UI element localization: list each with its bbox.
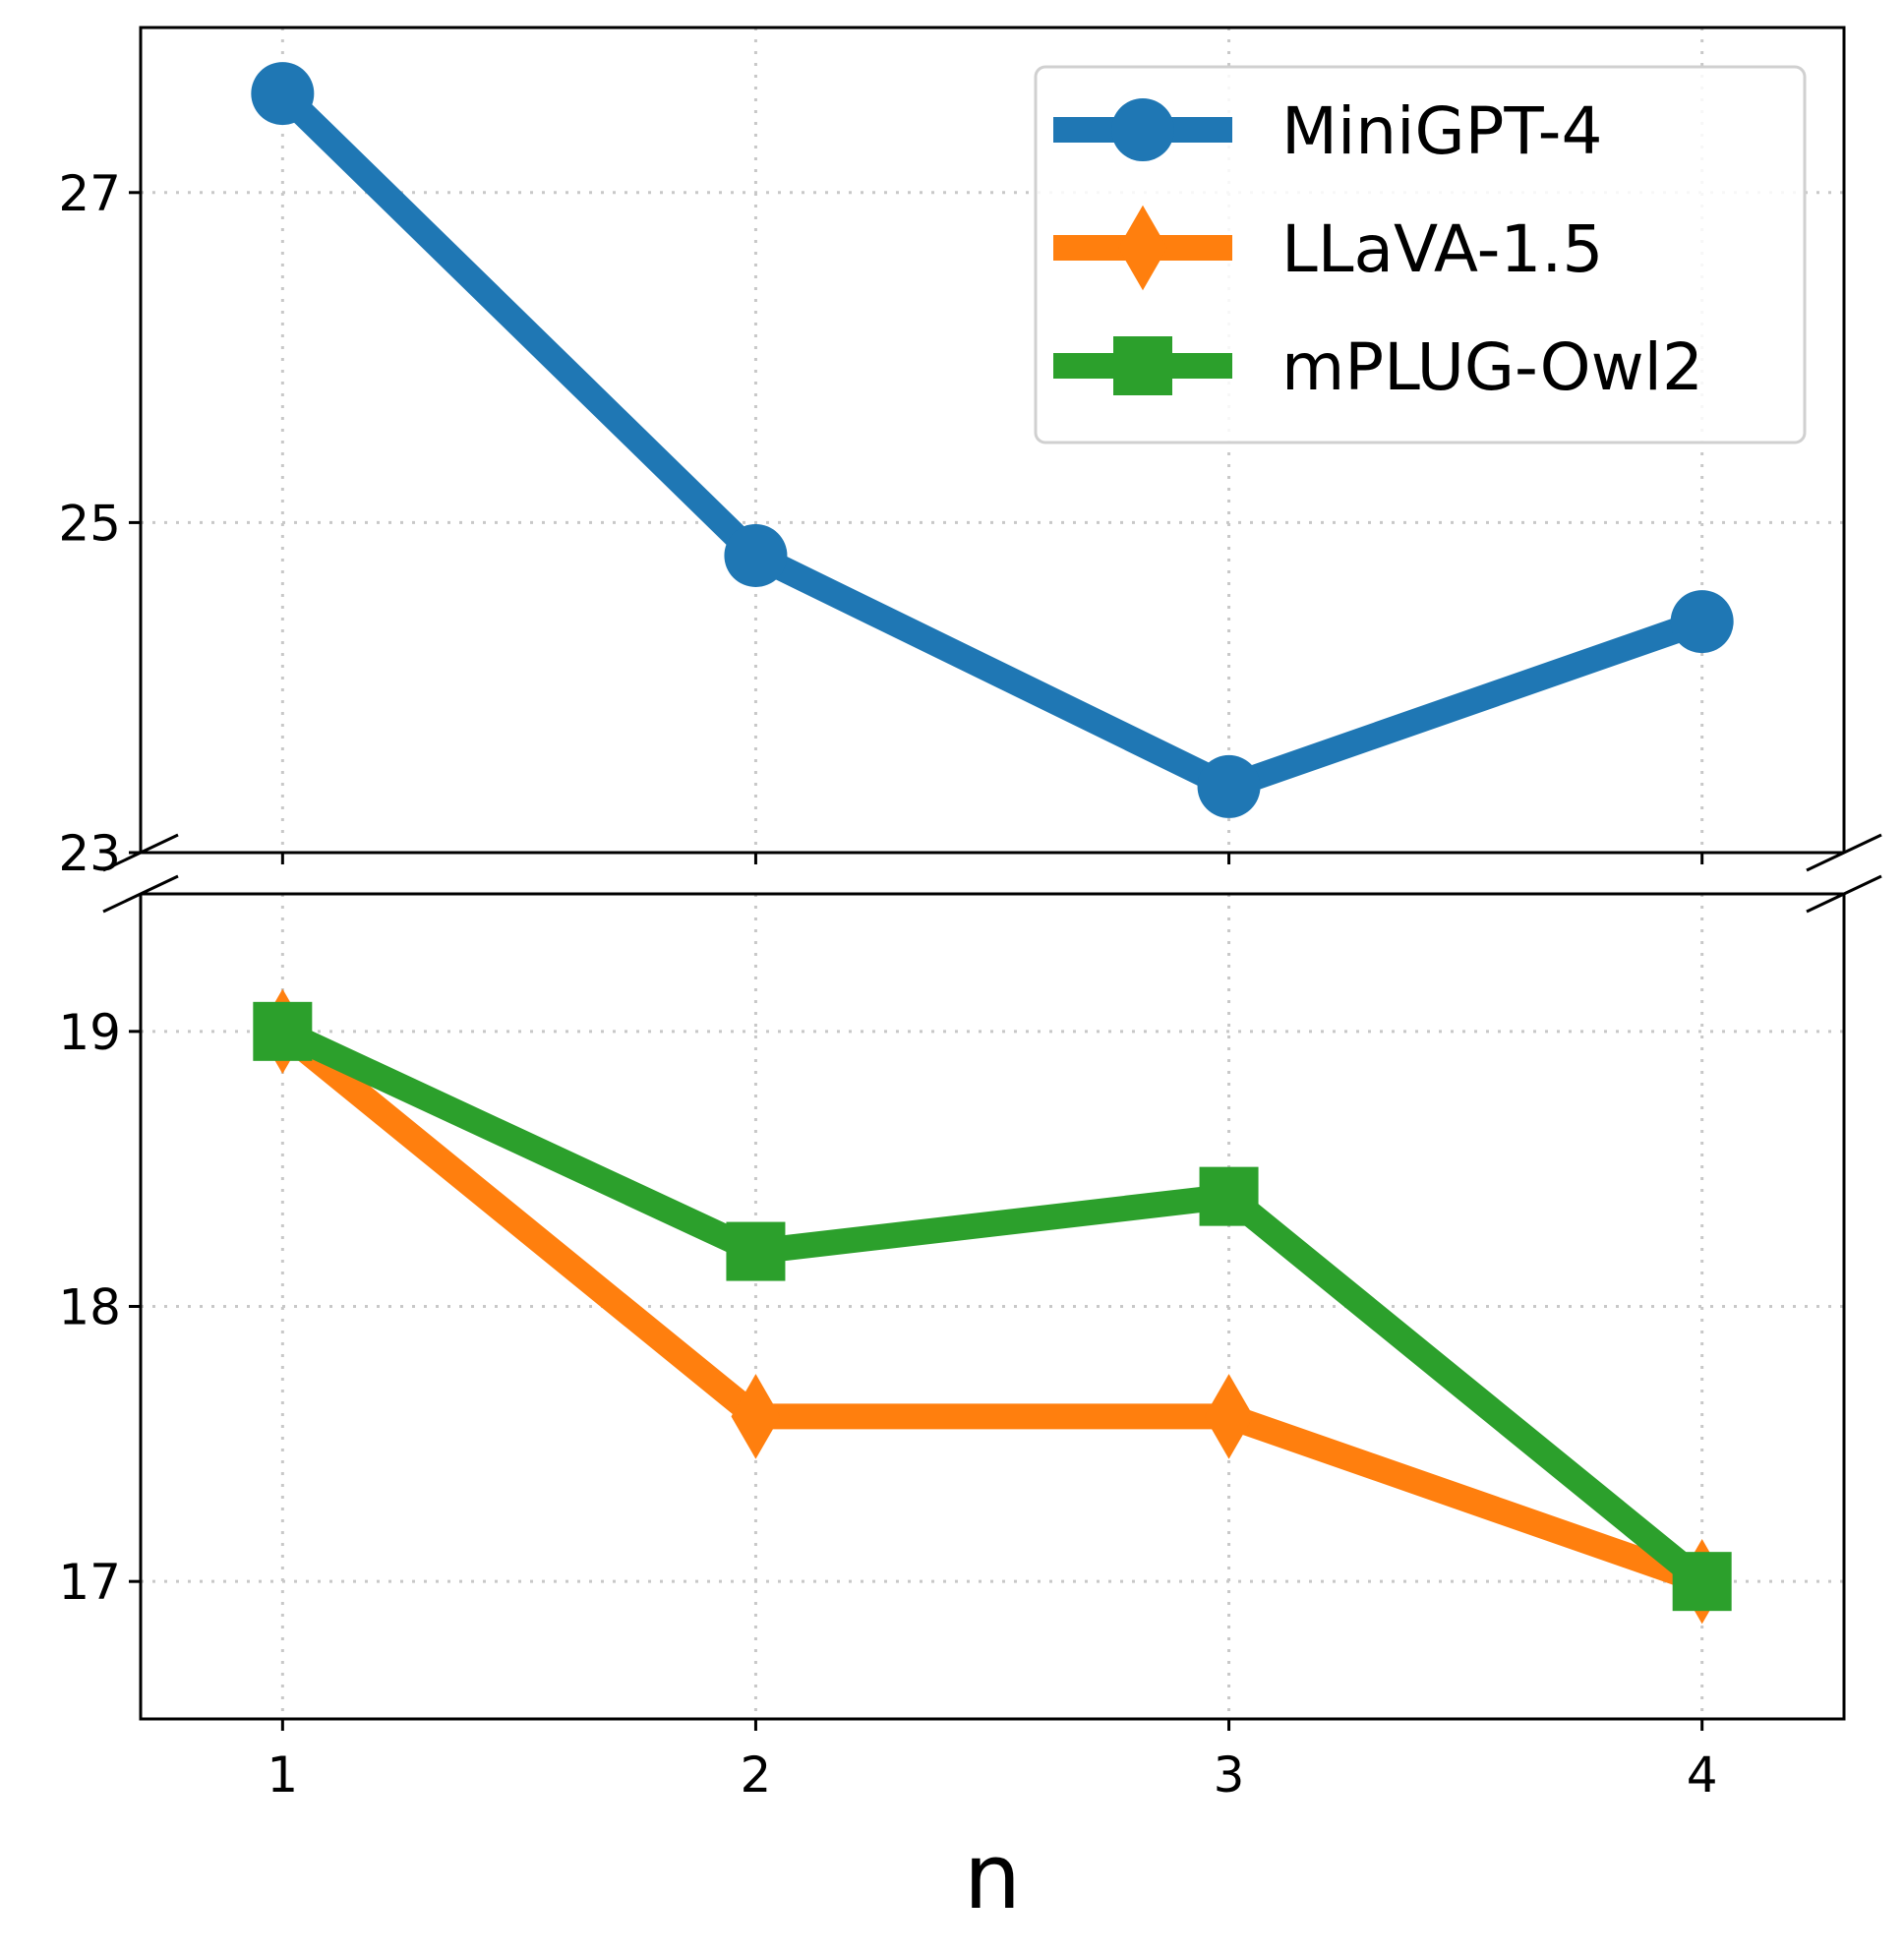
series-line-llava-1-5: [274, 1021, 1706, 1594]
axis-break-mark: [1806, 874, 1882, 914]
lower-panel-frame: [139, 892, 1846, 1721]
data-point-mplug-owl2: [253, 1001, 313, 1061]
x-tick-label: 2: [741, 1746, 772, 1804]
data-point-mplug-owl2: [1199, 1166, 1259, 1226]
legend-swatch-marker: [1111, 98, 1174, 161]
legend-box: [1034, 65, 1807, 444]
y-tick-label: 23: [58, 825, 121, 882]
data-point-minigpt-4: [1670, 590, 1734, 654]
axis-break-mark: [102, 833, 179, 872]
x-axis-title: n: [964, 1824, 1021, 1929]
y-tick-label: 18: [58, 1279, 121, 1336]
y-tick-label: 27: [58, 165, 121, 222]
y-tick-label: 19: [58, 1004, 121, 1061]
data-point-minigpt-4: [251, 62, 315, 126]
legend: MiniGPT-4 LLaVA-1.5 mPLUG-Owl2: [1034, 65, 1807, 444]
series-minigpt-4: [251, 62, 1734, 818]
x-tick-label: 4: [1687, 1746, 1718, 1804]
data-point-minigpt-4: [724, 523, 788, 587]
y-tick-label: 25: [58, 495, 121, 552]
series-line-minigpt-4: [273, 84, 1706, 800]
series-mplug-owl2: [253, 1001, 1732, 1612]
series-line-mplug-owl2: [276, 1020, 1710, 1592]
data-point-llava-1-5: [731, 1374, 781, 1459]
series-layer: [251, 62, 1734, 1625]
legend-item-mplug-owl2: mPLUG-Owl2: [1053, 329, 1703, 405]
axis-break-mark: [1806, 833, 1882, 872]
y-tick-label: 17: [58, 1554, 121, 1611]
legend-item-minigpt-4: MiniGPT-4: [1053, 93, 1602, 169]
legend-label: mPLUG-Owl2: [1281, 329, 1703, 405]
upper-panel-frame: [139, 26, 1846, 855]
legend-swatch-marker: [1118, 205, 1167, 291]
legend-label: LLaVA-1.5: [1281, 211, 1603, 287]
x-tick-label: 3: [1214, 1746, 1245, 1804]
data-point-llava-1-5: [1204, 1374, 1254, 1459]
legend-label: MiniGPT-4: [1281, 93, 1602, 169]
grid-layer: [141, 28, 1844, 1719]
x-tick-label: 1: [267, 1746, 298, 1804]
axis-break-mark: [102, 874, 179, 914]
data-point-minigpt-4: [1197, 754, 1261, 818]
legend-item-llava-1-5: LLaVA-1.5: [1053, 205, 1603, 291]
data-point-mplug-owl2: [1672, 1552, 1732, 1612]
data-point-mplug-owl2: [726, 1221, 786, 1281]
legend-swatch-marker: [1113, 336, 1172, 395]
